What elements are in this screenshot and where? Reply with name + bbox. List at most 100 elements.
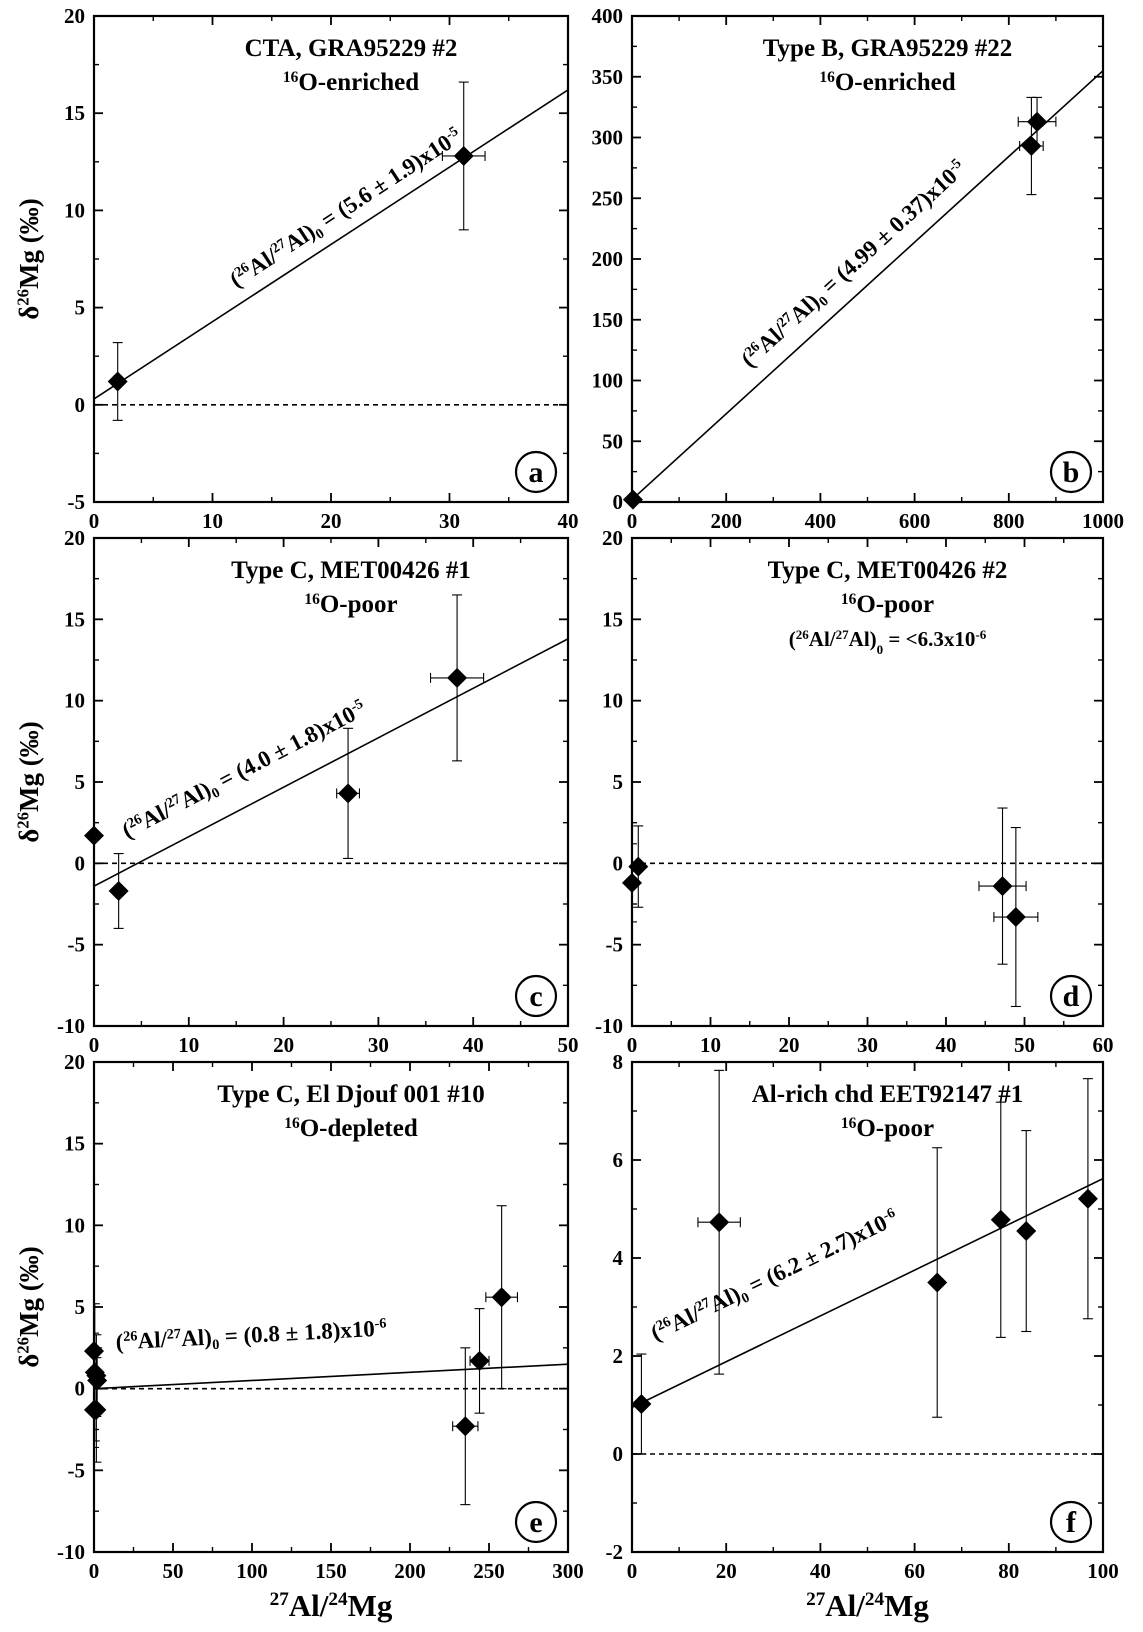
x-tick-label: 0 [627,1033,638,1057]
data-point [86,1399,107,1420]
x-tick-label: 10 [700,1033,721,1057]
y-tick-label: -5 [68,1458,86,1482]
panel-title-line: (26Al/27Al)0 = <6.3x10-6 [789,627,987,657]
x-tick-label: 800 [993,509,1025,533]
data-point [622,489,643,510]
panel-letter-circle [1049,450,1093,494]
y-tick-label: 200 [592,247,624,271]
data-point [491,1287,512,1308]
data-point [447,667,468,688]
panel-title-line: 16O-poor [841,591,934,619]
x-tick-label: 300 [552,1559,584,1583]
y-tick-label: 20 [64,4,85,28]
y-tick-label: 5 [75,296,86,320]
data-point [1005,907,1026,928]
y-tick-label: -2 [606,1540,624,1564]
x-tick-label: 250 [473,1559,505,1583]
panel-title-line: 16O-depleted [284,1115,418,1143]
data-point [992,876,1013,897]
y-tick-label: 15 [602,607,623,631]
panel-title-line: 16O-enriched [283,69,419,97]
x-tick-label: 40 [558,509,579,533]
y-tick-label: 10 [64,1213,85,1237]
y-tick-label: 5 [75,770,86,794]
y-tick-label: -5 [68,933,86,957]
x-tick-label: 30 [857,1033,878,1057]
panel-title-line: Type C, MET00426 #2 [768,557,1008,584]
y-tick-label: 350 [592,65,624,89]
y-tick-label: 150 [592,308,624,332]
y-tick-label: 10 [602,689,623,713]
fit-slope-label: (26Al/27Al)0 = (5.6 ± 1.9)x10-5 [225,123,468,295]
x-tick-label: 0 [89,1559,100,1583]
y-tick-label: 50 [602,429,623,453]
x-tick-label: 200 [394,1559,426,1583]
y-axis-label: δ26Mg (‰) [14,1246,44,1367]
panel-letter: e [529,1506,542,1539]
data-point [622,872,642,893]
x-tick-label: 20 [321,509,342,533]
panel-title-line: Type C, El Djouf 001 #10 [217,1081,485,1108]
panel-c: 0 10 20 30 40 50 -10 -5 0 5 10 15 20 (26Al/27Al)0 = (… [14,526,579,1057]
data-point [338,783,359,804]
x-tick-label: 0 [627,509,638,533]
y-tick-label: 0 [613,1442,624,1466]
x-tick-label: 30 [439,509,460,533]
x-tick-label: 10 [178,1033,199,1057]
panel-letter: d [1063,980,1080,1013]
y-tick-label: -10 [57,1014,85,1038]
data-point [455,1416,476,1437]
x-tick-label: 200 [710,509,742,533]
panel-title-line: Type C, MET00426 #1 [231,557,471,584]
x-tick-label: 40 [463,1033,484,1057]
panel-title-line: CTA, GRA95229 #2 [245,35,458,62]
y-tick-label: 100 [592,369,624,393]
y-tick-label: 400 [592,4,624,28]
y-tick-label: 20 [64,1050,85,1074]
x-tick-label: 40 [810,1559,831,1583]
y-tick-label: 2 [613,1344,624,1368]
panel-letter: b [1063,456,1080,489]
y-tick-label: 15 [64,607,85,631]
x-tick-label: 60 [904,1559,925,1583]
x-axis-label: 27Al/24Mg [806,1588,929,1623]
x-tick-label: 20 [273,1033,294,1057]
fit-slope-label: (26Al/27Al)0 = (0.8 ± 1.8)x10-6 [115,1315,387,1358]
x-tick-label: 30 [368,1033,389,1057]
panel-letter-circle [514,974,558,1018]
panel-d: 0 10 20 30 40 50 60 -10 -5 0 5 10 15 20 Type C, MET004… [595,526,1114,1057]
y-tick-label: 15 [64,101,85,125]
panel-letter: f [1066,1506,1077,1539]
y-tick-label: 250 [592,186,624,210]
y-tick-label: 20 [64,526,85,550]
x-tick-label: 0 [89,509,100,533]
data-point [1027,111,1048,132]
fit-slope-label: (26Al/27Al)0 = (4.0 ± 1.8)x10-5 [118,696,372,847]
x-tick-label: 50 [163,1559,184,1583]
data-point [453,145,474,166]
panel-letter-circle [514,450,558,494]
y-tick-label: 0 [75,1377,86,1401]
y-tick-label: 0 [613,490,624,514]
x-tick-label: 40 [936,1033,957,1057]
y-tick-label: 6 [613,1148,624,1172]
x-tick-label: 0 [627,1559,638,1583]
data-point [87,1370,108,1391]
panel-title-line: 16O-enriched [819,69,955,97]
x-axis-label: 27Al/24Mg [270,1588,393,1623]
panel-title-line: Type B, GRA95229 #22 [763,35,1013,62]
data-point [84,825,104,846]
data-point [927,1272,948,1293]
data-point [1077,1188,1098,1209]
y-tick-label: -10 [57,1540,85,1564]
y-tick-label: 5 [75,1295,86,1319]
x-tick-label: 100 [236,1559,268,1583]
x-tick-label: 600 [899,509,931,533]
panel-letter: a [529,456,544,489]
x-tick-label: 80 [998,1559,1019,1583]
data-point [631,1394,652,1415]
panel-letter-circle [1049,974,1093,1018]
data-point [84,1341,104,1362]
